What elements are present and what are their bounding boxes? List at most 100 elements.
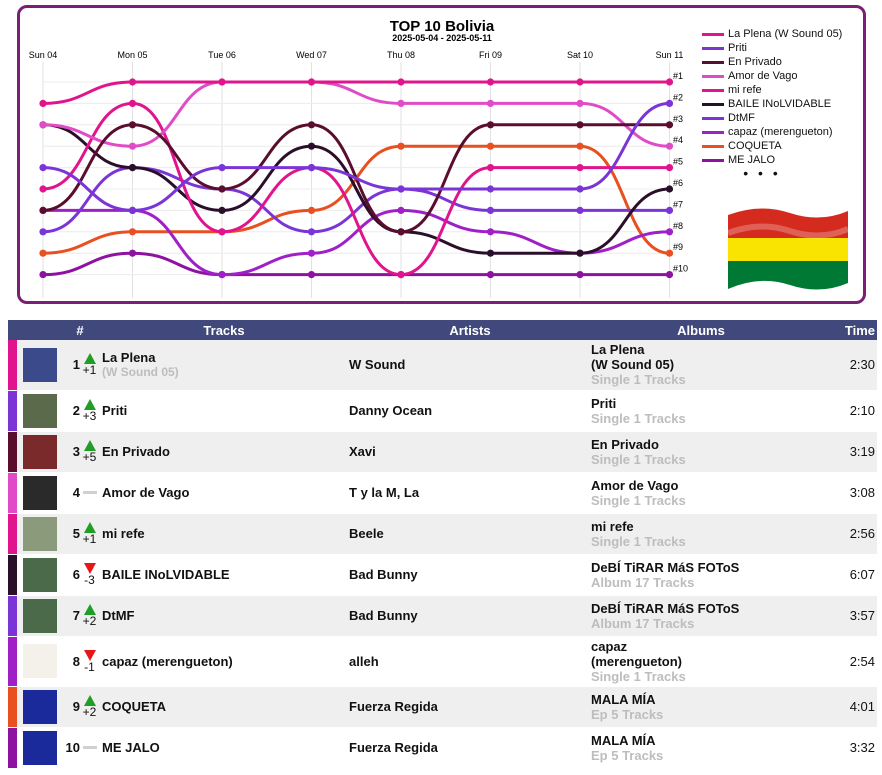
artist-name[interactable]: Danny Ocean — [349, 403, 433, 418]
series-point[interactable] — [486, 249, 495, 257]
series-point[interactable] — [665, 228, 674, 236]
series-point[interactable] — [665, 99, 674, 107]
album-cover-image[interactable] — [23, 434, 57, 469]
series-point[interactable] — [397, 271, 405, 279]
album-title[interactable]: DeBÍ TiRAR MáS FOToS — [591, 600, 740, 616]
series-line[interactable] — [41, 101, 671, 212]
table-row[interactable]: 10 ME JALO Fuerza Regida MALA MÍA Ep 5 Track… — [8, 727, 878, 768]
series-point[interactable] — [218, 271, 226, 279]
series-point[interactable] — [665, 185, 674, 193]
legend-item[interactable]: La Plena (W Sound 05) — [702, 27, 872, 41]
album-cover-image[interactable] — [23, 516, 57, 551]
series-point[interactable] — [39, 271, 47, 279]
artist-name[interactable]: alleh — [349, 653, 379, 669]
legend-item[interactable]: DtMF — [702, 111, 872, 125]
series-point[interactable] — [576, 249, 584, 257]
series-point[interactable] — [218, 206, 226, 214]
series-point[interactable] — [576, 271, 584, 279]
header-time[interactable]: Time — [844, 322, 876, 338]
series-point[interactable] — [665, 142, 674, 150]
series-point[interactable] — [665, 249, 674, 257]
header-albums[interactable]: Albums — [677, 322, 725, 338]
series-point[interactable] — [307, 249, 316, 257]
legend-item[interactable]: mi refe — [702, 83, 872, 97]
track-title[interactable]: ME JALO — [102, 740, 160, 755]
legend-item[interactable]: BAILE INoLVIDABLE — [702, 97, 872, 111]
album-title[interactable]: La Plena — [591, 342, 645, 358]
series-line[interactable] — [41, 80, 671, 148]
series-point[interactable] — [397, 185, 405, 193]
series-point[interactable] — [218, 164, 226, 172]
series-point[interactable] — [486, 142, 495, 150]
series-point[interactable] — [128, 206, 137, 214]
series-point[interactable] — [39, 121, 47, 129]
series-point[interactable] — [486, 78, 495, 86]
series-point[interactable] — [218, 228, 226, 236]
table-row[interactable]: 3 +5 En Privado Xavi En Privado Single 1 Trac… — [8, 431, 878, 472]
series-point[interactable] — [486, 228, 495, 236]
series-point[interactable] — [307, 78, 316, 86]
album-cover-image[interactable] — [23, 644, 57, 678]
series-point[interactable] — [576, 164, 584, 172]
track-title[interactable]: BAILE INoLVIDABLE — [102, 567, 230, 582]
series-point[interactable] — [128, 121, 137, 129]
series-line[interactable] — [41, 251, 671, 277]
legend-item[interactable]: COQUETA — [702, 139, 872, 153]
series-point[interactable] — [39, 99, 47, 107]
track-title[interactable]: Amor de Vago — [102, 485, 190, 500]
series-point[interactable] — [307, 271, 316, 279]
series-point[interactable] — [576, 185, 584, 193]
series-point[interactable] — [218, 185, 226, 193]
series-point[interactable] — [307, 121, 316, 129]
series-point[interactable] — [397, 142, 405, 150]
artist-name[interactable]: T y la M, La — [349, 485, 420, 500]
series-point[interactable] — [665, 271, 674, 279]
legend-item[interactable]: En Privado — [702, 55, 872, 69]
album-title[interactable]: (merengueton) — [591, 653, 683, 669]
header-artists[interactable]: Artists — [449, 322, 491, 338]
table-row[interactable]: 1 +1 La Plena (W Sound 05) W Sound La Plena (W… — [8, 340, 878, 390]
series-point[interactable] — [486, 99, 495, 107]
album-title[interactable]: mi refe — [591, 518, 634, 534]
legend-item[interactable]: Priti — [702, 41, 872, 55]
series-point[interactable] — [486, 271, 495, 279]
artist-name[interactable]: Fuerza Regida — [349, 740, 438, 755]
series-point[interactable] — [307, 164, 316, 172]
table-row[interactable]: 2 +3 Priti Danny Ocean Priti Single 1 Tracks 2… — [8, 390, 878, 431]
series-point[interactable] — [128, 228, 137, 236]
table-row[interactable]: 6 -3 BAILE INoLVIDABLE Bad Bunny DeBÍ TiRAR … — [8, 554, 878, 595]
series-point[interactable] — [128, 249, 137, 257]
track-title[interactable]: capaz (merengueton) — [102, 653, 233, 669]
series-point[interactable] — [307, 142, 316, 150]
track-title[interactable]: mi refe — [102, 526, 145, 541]
album-cover-image[interactable] — [23, 347, 57, 382]
artist-name[interactable]: Xavi — [349, 444, 376, 459]
series-point[interactable] — [39, 228, 47, 236]
series-point[interactable] — [665, 78, 674, 86]
artist-name[interactable]: W Sound — [349, 357, 406, 373]
series-point[interactable] — [486, 121, 495, 129]
artist-name[interactable]: Fuerza Regida — [349, 699, 438, 714]
series-line[interactable] — [41, 101, 671, 277]
table-row[interactable]: 4 Amor de Vago T y la M, La Amor de Vago Sin… — [8, 472, 878, 513]
series-point[interactable] — [39, 164, 47, 172]
album-title[interactable]: Priti — [591, 395, 617, 411]
series-point[interactable] — [486, 206, 495, 214]
artist-name[interactable]: Beele — [349, 526, 384, 541]
track-title[interactable]: Priti — [102, 403, 128, 418]
series-point[interactable] — [128, 78, 137, 86]
series-point[interactable] — [128, 99, 137, 107]
series-point[interactable] — [576, 99, 584, 107]
track-title[interactable]: En Privado — [102, 444, 170, 459]
table-row[interactable]: 9 +2 COQUETA Fuerza Regida MALA MÍA Ep 5 Trac… — [8, 686, 878, 727]
album-cover-image[interactable] — [23, 730, 57, 765]
artist-name[interactable]: Bad Bunny — [349, 567, 418, 582]
legend-item[interactable]: ME JALO — [702, 153, 872, 167]
album-title[interactable]: En Privado — [591, 436, 659, 452]
album-title[interactable]: capaz — [591, 638, 628, 654]
album-title[interactable]: MALA MÍA — [591, 691, 656, 707]
track-title[interactable]: La Plena — [102, 350, 156, 366]
series-point[interactable] — [576, 142, 584, 150]
series-point[interactable] — [128, 142, 137, 150]
series-point[interactable] — [397, 206, 405, 214]
